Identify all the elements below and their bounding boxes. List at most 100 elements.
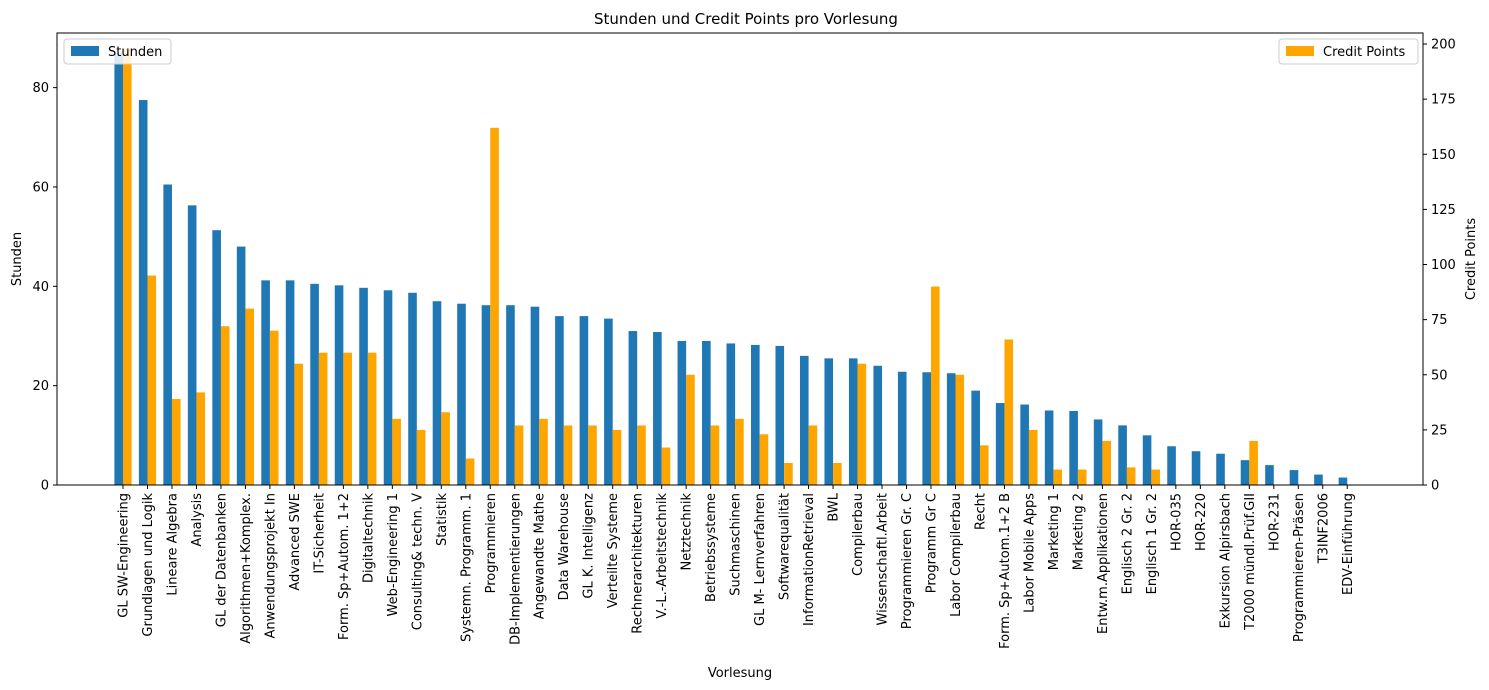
x-tick-label: Form. Sp+Autom.1+2 B: [998, 493, 1013, 649]
x-tick-label: BWL: [827, 492, 842, 521]
bar-stunden: [604, 318, 613, 485]
x-tick-label: Statistik: [435, 493, 450, 547]
bar-credit-points: [1077, 469, 1087, 485]
bar-credit-points: [245, 308, 255, 485]
bar-credit-points: [441, 412, 450, 485]
x-tick-label: IT-Sicherheit: [312, 493, 327, 574]
bar-stunden: [751, 344, 760, 485]
x-tick-label: Betriebssysteme: [704, 493, 719, 602]
bar-stunden: [310, 283, 319, 485]
x-tick-label: DB-Implementierungen: [508, 493, 523, 645]
bar-credit-points: [1249, 440, 1258, 485]
y-tick-label-right: 25: [1431, 423, 1448, 438]
bar-credit-points: [1028, 429, 1038, 485]
bar-stunden: [873, 365, 883, 485]
x-tick-label: Programmieren-Präsen: [1292, 493, 1307, 642]
bar-stunden: [1020, 404, 1029, 485]
bar-credit-points: [808, 425, 818, 485]
bar-stunden: [481, 305, 491, 485]
legend-left-box: [63, 38, 172, 65]
legend-label-stunden: Stunden: [108, 45, 162, 60]
x-tick-label: Englisch 1 Gr. 2: [1145, 493, 1160, 594]
bar-credit-points: [147, 275, 157, 485]
bar-stunden: [628, 331, 638, 485]
bar-credit-points: [1126, 467, 1136, 485]
credit-points-bars: [123, 48, 1258, 486]
x-tick-label: Programmieren Gr. C: [900, 493, 915, 629]
x-tick-label: Digitaltechnik: [361, 493, 376, 583]
bar-stunden: [995, 403, 1005, 485]
bar-credit-points: [588, 425, 597, 485]
x-tick-label: Programm Gr C: [925, 493, 940, 593]
x-tick-label: Systemn. Programm. 1: [459, 493, 474, 642]
stunden-bars: [114, 52, 1348, 486]
bar-stunden: [799, 355, 809, 485]
bar-stunden: [653, 332, 662, 485]
bar-credit-points: [392, 418, 401, 485]
bar-credit-points: [367, 352, 377, 485]
bar-stunden: [359, 287, 368, 485]
x-tick-label: Anwendungsprojekt In: [263, 493, 278, 638]
bar-stunden: [432, 301, 442, 485]
bar-credit-points: [612, 429, 622, 485]
legend-right: Credit Points: [1278, 38, 1419, 65]
bar-credit-points: [269, 330, 279, 485]
y-axis-label-right: Credit Points: [1464, 218, 1479, 301]
y-tick-label-left: 20: [32, 379, 49, 394]
x-tick-label: Exkursion Alpirsbach: [1218, 493, 1233, 628]
x-tick-label: Data Warehouse: [557, 493, 572, 600]
bar-credit-points: [196, 392, 206, 485]
bar-stunden: [138, 100, 148, 486]
bar-credit-points: [857, 363, 867, 485]
bar-stunden: [114, 52, 123, 485]
bar-credit-points: [955, 374, 965, 485]
bar-stunden: [1265, 465, 1274, 485]
x-tick-label: Labor Compilerbau: [949, 493, 964, 617]
bar-stunden: [1093, 419, 1103, 485]
bar-stunden: [702, 340, 711, 485]
bar-stunden: [1191, 451, 1201, 485]
bar-credit-points: [220, 326, 230, 485]
bar-stunden: [1118, 425, 1127, 485]
bar-stunden: [236, 246, 246, 485]
bar-credit-points: [171, 399, 181, 485]
y-tick-label-right: 0: [1431, 479, 1439, 494]
bar-credit-points: [784, 462, 793, 485]
bar-credit-points: [833, 462, 842, 485]
left-y-axis: 0 20 40 60 80: [32, 81, 57, 494]
x-tick-label: HOR-035: [1169, 493, 1184, 551]
bar-credit-points: [123, 48, 132, 486]
bar-stunden: [408, 292, 417, 485]
bar-stunden: [922, 372, 932, 485]
bar-credit-points: [563, 425, 573, 485]
bar-credit-points: [1053, 469, 1063, 485]
x-tick-label: T2000 mündl.Prüf.GII: [1243, 493, 1258, 631]
y-tick-label-left: 0: [41, 479, 49, 494]
bar-stunden: [848, 358, 858, 485]
legend-swatch-credit-points: [1286, 46, 1314, 56]
bar-credit-points: [637, 425, 646, 485]
x-tick-label: Entw.m.Applikationen: [1096, 493, 1111, 634]
x-tick-label: Algorithmen+Komplex.: [239, 493, 254, 644]
x-tick-label: GL K. Intelligenz: [582, 493, 597, 599]
x-tick-label: InformationRetrieval: [802, 493, 817, 626]
x-tick-label: HOR-231: [1267, 493, 1282, 551]
x-tick-label: Rechnerarchitekturen: [631, 493, 646, 634]
bar-stunden: [824, 358, 834, 485]
bar-credit-points: [931, 286, 940, 485]
bar-stunden: [1289, 470, 1299, 485]
x-tick-label: Compilerbau: [851, 493, 866, 576]
bar-credit-points: [416, 429, 426, 485]
x-tick-label: T3INF2006: [1316, 493, 1331, 564]
bar-stunden: [1216, 453, 1225, 485]
bar-credit-points: [735, 418, 744, 485]
bar-stunden: [1142, 435, 1152, 485]
bar-stunden: [334, 285, 344, 485]
legend-label-credit-points: Credit Points: [1323, 45, 1406, 60]
x-axis: GL SW-Engineering Grundlagen und Logik Lin…: [117, 485, 1356, 649]
legend-swatch-stunden: [71, 46, 99, 56]
plot-frame: [56, 32, 1424, 486]
x-tick-label: Angewandte Mathe: [533, 493, 548, 619]
x-tick-label: Advanced SWE: [288, 493, 303, 591]
